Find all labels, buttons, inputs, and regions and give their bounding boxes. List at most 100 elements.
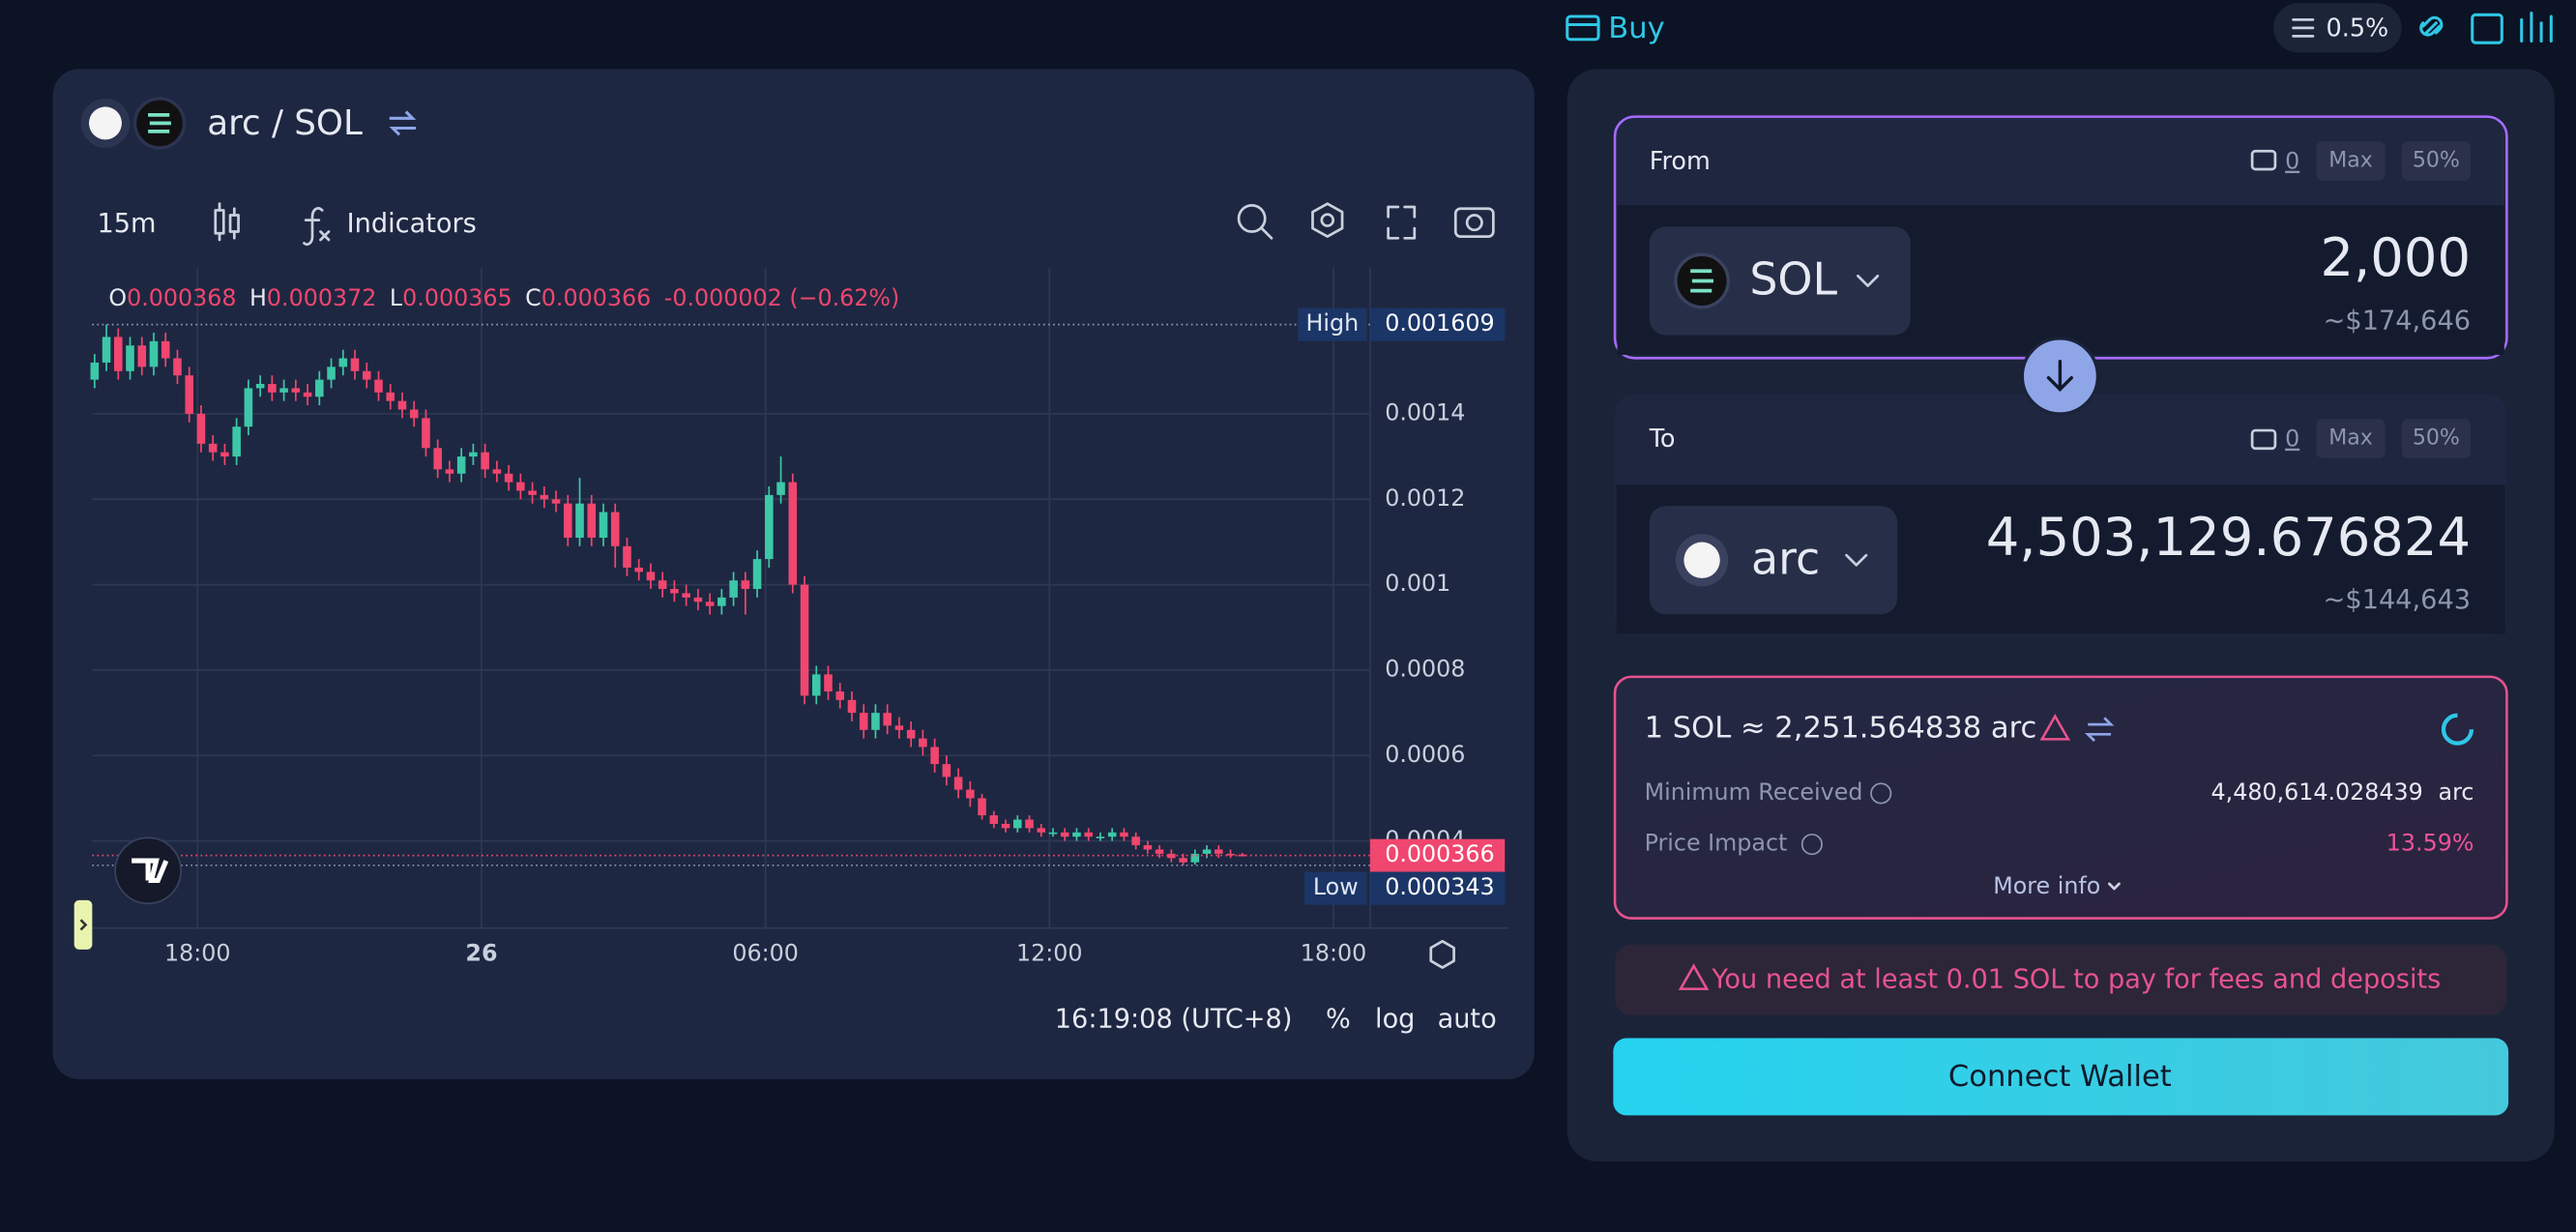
ohlc-legend: O0.000368 H0.000372 L0.000365 C0.000366 -0.0… <box>108 284 899 311</box>
rate: 1 SOL ≈ 2,251.564838 arc <box>1645 712 2037 746</box>
down-arrow <box>2046 360 2073 392</box>
candle-body <box>540 494 549 500</box>
candle-body <box>303 392 312 397</box>
price-chart: 0.00040.00060.00080.0010.00120.001418:00… <box>90 267 1508 966</box>
half-label: 50% <box>2413 148 2460 172</box>
half-button[interactable] <box>2401 141 2472 181</box>
buy-button[interactable]: Buy <box>1566 12 1665 45</box>
candle-body <box>327 367 336 380</box>
candle-body <box>682 593 690 598</box>
help-icon[interactable] <box>1800 834 1823 856</box>
candle-body <box>1190 853 1200 863</box>
candle-body <box>1037 828 1046 833</box>
fullscreen-icon[interactable] <box>1387 205 1417 240</box>
auto-toggle[interactable]: auto <box>1438 1004 1497 1034</box>
interval-button[interactable]: 15m <box>97 209 156 239</box>
price-impact-value: 13.59% <box>2386 830 2474 857</box>
candle-body <box>776 482 785 495</box>
connect-wallet-button[interactable] <box>1613 1038 2509 1116</box>
candle-body <box>1060 832 1069 837</box>
price-value-box <box>1369 871 1506 905</box>
candle-body <box>196 413 206 444</box>
candle-body <box>232 426 241 457</box>
candle-body <box>765 494 774 560</box>
half-button[interactable] <box>2401 419 2472 458</box>
screenshot-icon-lens <box>1465 214 1483 232</box>
ohlc-change: -0.000002 (−0.62%) <box>664 284 899 311</box>
candle-body <box>374 379 383 393</box>
tradingview-mark <box>132 858 169 884</box>
y-tick-label: 0.001 <box>1385 570 1450 597</box>
candle-body <box>894 725 904 730</box>
candle-body <box>362 370 371 380</box>
candle-body <box>953 777 963 790</box>
candle-body <box>279 388 288 393</box>
min-received-unit: arc <box>2439 778 2474 806</box>
x-tick-label: 26 <box>465 939 497 966</box>
candle-body <box>350 358 360 371</box>
sidebar-toggle[interactable] <box>73 899 93 950</box>
alert-icon-handle <box>1260 226 1273 240</box>
candle-body <box>469 452 478 457</box>
candle-body <box>291 388 301 393</box>
candle-body <box>978 798 986 816</box>
max-button[interactable] <box>2316 141 2386 181</box>
candle-body <box>966 789 975 799</box>
candle-body <box>752 559 762 590</box>
sidebar-toggle-arrow <box>79 919 88 931</box>
candle-body <box>587 503 597 539</box>
chevron <box>1845 553 1868 567</box>
percent-toggle[interactable]: % <box>1326 1004 1351 1034</box>
screenshot-icon[interactable] <box>1453 207 1495 238</box>
more-info-toggle[interactable]: More info <box>1993 872 2121 899</box>
candle-body <box>942 764 951 777</box>
ohlc-value: 0.000372 <box>267 284 376 311</box>
candle-body <box>859 713 868 730</box>
invert-rate-icon[interactable] <box>2084 717 2115 743</box>
connect-wallet-label: Connect Wallet <box>1948 1060 2172 1094</box>
slippage-button[interactable]: 0.5% <box>2273 3 2402 53</box>
from-token: SOL <box>1749 253 1837 306</box>
ohlc-label: H <box>249 284 267 311</box>
log-toggle[interactable]: log <box>1375 1004 1415 1034</box>
help-icon[interactable] <box>1870 782 1892 805</box>
link-icon[interactable] <box>2419 15 2444 37</box>
axis-settings-icon[interactable] <box>1429 939 1455 969</box>
to-token-select[interactable] <box>1649 506 1898 615</box>
flip-pair-icon[interactable] <box>389 110 417 136</box>
swap-mode-icon[interactable] <box>2471 13 2503 44</box>
candle-body <box>1012 819 1022 829</box>
indicators-label: Indicators <box>347 209 477 239</box>
candle-body <box>409 409 419 419</box>
chart-mode-icon[interactable] <box>2520 12 2553 43</box>
from-label: From <box>1650 147 1711 176</box>
candle-body <box>741 580 750 590</box>
plot-area <box>92 267 1370 928</box>
candle-body <box>173 358 182 376</box>
fx-icon <box>303 207 331 247</box>
x-tick-label: 06:00 <box>732 939 799 966</box>
alert-icon[interactable] <box>1237 203 1267 233</box>
price-value: 0.000366 <box>1385 840 1494 867</box>
candle-body <box>1215 849 1223 854</box>
candle-body <box>338 358 348 367</box>
rate-warning-icon <box>2039 714 2071 741</box>
candle-body <box>1155 849 1164 854</box>
candle-body <box>646 572 656 581</box>
refresh-spinner[interactable] <box>2441 713 2474 746</box>
candle-body <box>670 589 679 594</box>
y-tick-label: 0.0008 <box>1385 655 1465 682</box>
candle-body <box>989 815 999 824</box>
from-token-select[interactable] <box>1649 226 1911 336</box>
max-label: Max <box>2328 426 2373 451</box>
quote-box <box>1613 675 2508 920</box>
warning-icon <box>1678 963 1710 990</box>
candle-type-icon[interactable] <box>214 202 240 242</box>
indicators-button[interactable]: Indicators <box>303 207 477 247</box>
candle-body <box>919 738 927 748</box>
candle-body <box>114 337 123 371</box>
max-button[interactable] <box>2316 419 2386 458</box>
candle-body <box>1143 845 1153 850</box>
candle-body <box>1096 836 1105 838</box>
settings-icon[interactable] <box>1311 202 1344 238</box>
